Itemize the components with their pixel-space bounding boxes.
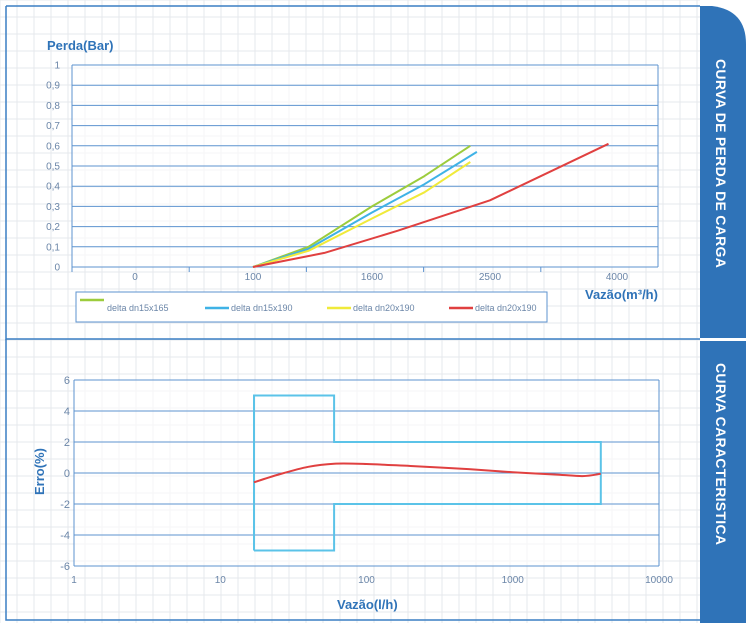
- y-tick-label: 4: [64, 406, 70, 418]
- x-tick-label: 10000: [645, 575, 673, 586]
- x-tick-label: 1: [71, 575, 77, 586]
- x-tick-label: 100: [358, 575, 375, 586]
- series-line-1: [252, 144, 471, 268]
- y-tick-label: 0,8: [46, 101, 60, 112]
- error-x-axis-title: Vazão(l/h): [337, 597, 398, 612]
- series-line-4: [252, 142, 609, 268]
- y-tick-label: 0,3: [46, 202, 60, 213]
- y-tick-label: -6: [60, 561, 70, 573]
- x-tick-label: 2500: [479, 272, 502, 283]
- legend-label: delta dn20x190: [353, 303, 415, 313]
- y-tick-label: 0,1: [46, 242, 60, 253]
- y-tick-label: 0,6: [46, 141, 60, 152]
- error-y-axis-title: Erro(%): [32, 448, 47, 495]
- y-tick-label: -2: [60, 499, 70, 511]
- side-band-top: [700, 6, 746, 338]
- y-tick-label: 0,5: [46, 162, 60, 173]
- loss-y-axis-title: Perda(Bar): [47, 38, 113, 53]
- x-tick-label: 4000: [606, 272, 629, 283]
- y-tick-label: 0: [54, 263, 60, 274]
- legend-label: delta dn20x190: [475, 303, 537, 313]
- y-tick-label: 2: [64, 437, 70, 449]
- series-line-3: [252, 161, 471, 268]
- side-label-top: CURVA DE PERDA DE CARGA: [713, 59, 729, 268]
- error-limit-envelope: [253, 394, 602, 552]
- error-chart: 6 4 2 0 -2 -4 -61 10 100 1000 10000 Erro(%) Vazão(…: [32, 375, 673, 612]
- x-tick-label: 0: [132, 272, 138, 283]
- bottom-panel-frame: [5, 339, 700, 621]
- y-tick-label: 0,2: [46, 222, 60, 233]
- side-band-bottom: [700, 341, 746, 623]
- legend-label: delta dn15x190: [231, 303, 293, 313]
- y-tick-label: 6: [64, 375, 70, 387]
- y-tick-label: 0,9: [46, 81, 60, 92]
- series-line-2: [252, 151, 478, 268]
- y-tick-label: 1: [54, 61, 60, 72]
- loss-x-axis-title: Vazão(m³/h): [585, 287, 658, 302]
- x-tick-label: 1000: [502, 575, 525, 586]
- x-tick-label: 100: [245, 272, 262, 283]
- y-tick-label: 0: [64, 468, 70, 480]
- legend: delta dn15x165 delta dn15x190 delta dn20x1…: [75, 291, 548, 323]
- loss-plot-area: 1 0,9 0,8 0,7 0,6 0,5 0,4 0,3 0,2 0,1 0 0 100 1600 250…: [46, 61, 659, 283]
- y-tick-label: -4: [60, 530, 70, 542]
- loss-chart: 1 0,9 0,8 0,7 0,6 0,5 0,4 0,3 0,2 0,1 0 0 100 1600 250…: [46, 38, 659, 323]
- legend-label: delta dn15x165: [107, 303, 169, 313]
- x-tick-label: 10: [215, 575, 227, 586]
- side-label-bottom: CURVA CARACTERISTICA: [713, 363, 729, 545]
- y-tick-label: 0,4: [46, 182, 60, 193]
- error-curve-1: [253, 462, 601, 484]
- x-tick-label: 1600: [361, 272, 384, 283]
- error-plot-area: 6 4 2 0 -2 -4 -61 10 100 1000 10000: [60, 375, 673, 586]
- y-tick-label: 0,7: [46, 121, 60, 132]
